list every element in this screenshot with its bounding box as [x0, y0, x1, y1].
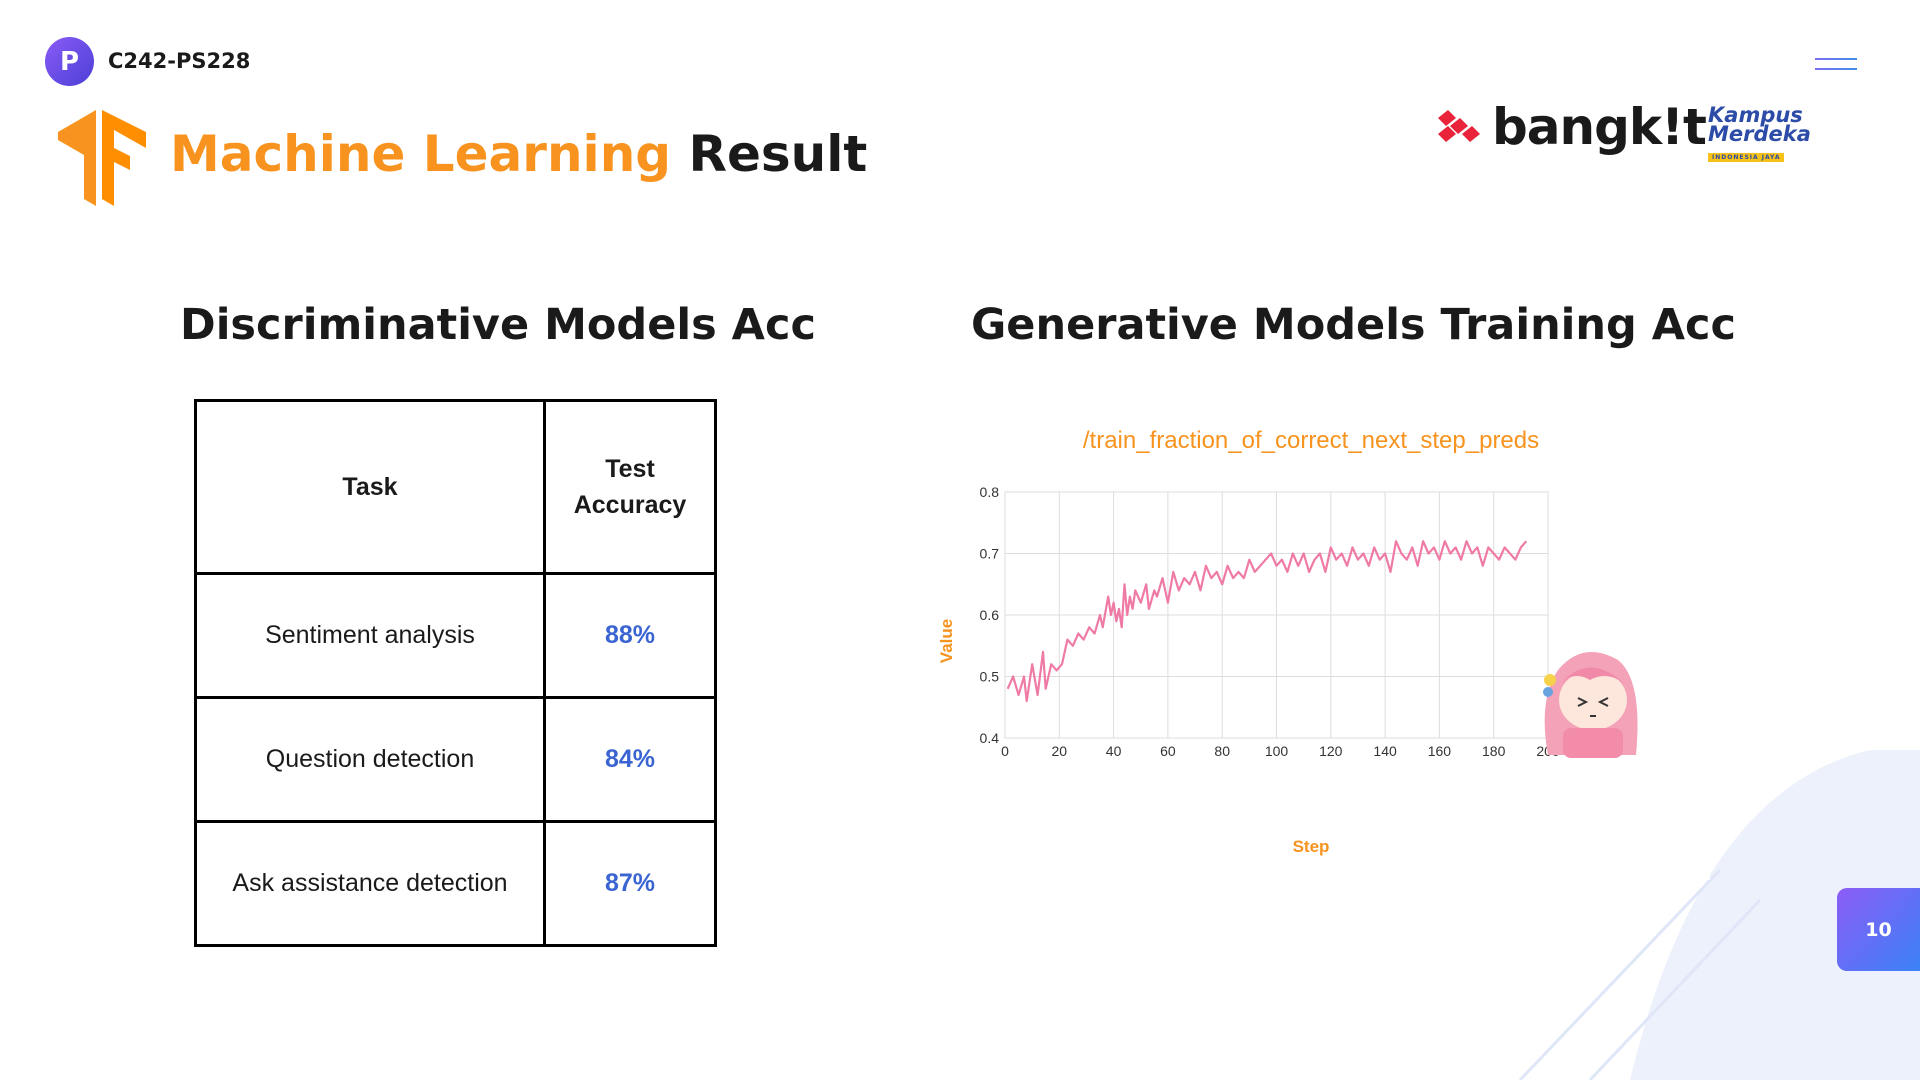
team-logo: P — [45, 37, 94, 86]
y-tick-label: 0.8 — [980, 484, 1000, 500]
series-line — [1006, 540, 1528, 703]
background-decoration — [1518, 750, 1920, 1080]
chart-svg: /train_fraction_of_correct_next_step_pre… — [937, 427, 1560, 856]
chart-series — [1006, 540, 1528, 703]
team-code: C242-PS228 — [108, 49, 251, 73]
y-tick-label: 0.4 — [980, 730, 1000, 746]
chart-grid — [1004, 491, 1549, 739]
discriminative-title: Discriminative Models Acc — [180, 300, 816, 350]
task-cell: Sentiment analysis — [194, 572, 546, 699]
x-tick-label: 20 — [1052, 743, 1068, 759]
y-tick-label: 0.6 — [980, 607, 1000, 623]
generative-title: Generative Models Training Acc — [971, 300, 1737, 350]
chart-title: /train_fraction_of_correct_next_step_pre… — [1083, 427, 1539, 454]
y-axis-label: Value — [937, 619, 956, 663]
x-tick-label: 180 — [1482, 743, 1506, 759]
x-axis-label: Step — [1293, 837, 1330, 856]
results-table: Task Test Accuracy Sentiment analysis 88… — [194, 399, 717, 947]
table-row: Ask assistance detection 87% — [194, 820, 717, 947]
x-tick-label: 100 — [1265, 743, 1289, 759]
x-tick-label: 0 — [1001, 743, 1009, 759]
x-tick-label: 60 — [1160, 743, 1176, 759]
bangkit-logo-text: bangk!t — [1492, 98, 1707, 156]
menu-icon[interactable] — [1815, 58, 1857, 74]
page-number-badge: 10 — [1837, 888, 1920, 971]
table-row: Sentiment analysis 88% — [194, 572, 717, 699]
accuracy-cell: 87% — [543, 820, 717, 947]
accuracy-cell: 84% — [543, 696, 717, 823]
accuracy-cell: 88% — [543, 572, 717, 699]
chart-ticks: 0204060801001201401601802000.40.50.60.70… — [980, 484, 1560, 759]
task-cell: Ask assistance detection — [194, 820, 546, 947]
bangkit-logo-icon — [1438, 110, 1480, 142]
x-tick-label: 140 — [1373, 743, 1397, 759]
kampus-merdeka-logo: Kampus Merdeka INDONESIA JAYA — [1708, 103, 1811, 162]
task-cell: Question detection — [194, 696, 546, 823]
x-tick-label: 120 — [1319, 743, 1343, 759]
x-tick-label: 40 — [1106, 743, 1122, 759]
y-tick-label: 0.7 — [980, 546, 1000, 562]
x-tick-label: 160 — [1428, 743, 1452, 759]
training-accuracy-chart: /train_fraction_of_correct_next_step_pre… — [930, 400, 1710, 880]
header-task: Task — [194, 399, 546, 575]
table-row: Question detection 84% — [194, 696, 717, 823]
header-test-accuracy: Test Accuracy — [543, 399, 717, 575]
x-tick-label: 80 — [1214, 743, 1230, 759]
y-tick-label: 0.5 — [980, 669, 1000, 685]
tensorflow-logo-icon — [58, 110, 146, 206]
table-header-row: Task Test Accuracy — [194, 399, 717, 575]
anime-mascot-sticker — [1543, 652, 1638, 758]
page-title: Machine Learning Result — [170, 125, 868, 183]
